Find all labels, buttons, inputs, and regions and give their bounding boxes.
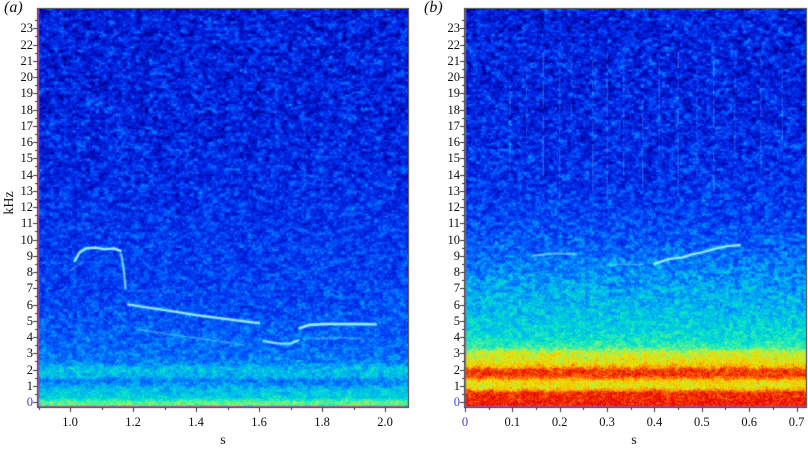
y-tick-label-a: 18 [20, 102, 34, 117]
x-tick-label-a: 2.0 [377, 415, 393, 429]
x-tick-label-b: 0.4 [646, 415, 663, 429]
y-tick-label-b: 9 [453, 248, 460, 263]
y-tick-label-b: 5 [453, 313, 460, 328]
y-tick-label-a: 9 [26, 248, 33, 263]
y-tick-label-b: 18 [447, 102, 461, 117]
y-tick-label-a: 16 [20, 135, 34, 149]
y-tick-label-b: 7 [453, 281, 460, 296]
spectrogram-panel-b [465, 9, 806, 407]
x-tick-label-b: 0.5 [693, 415, 710, 429]
y-tick-label-b: 15 [447, 151, 461, 166]
y-tick-label-b: 21 [447, 53, 461, 68]
y-tick-label-a: 2 [26, 362, 33, 377]
y-tick-label-b: 10 [447, 232, 461, 247]
y-tick-label-a: 4 [26, 330, 33, 344]
y-tick-label-b: 0 [453, 395, 460, 409]
y-tick-label-b: 17 [447, 118, 461, 133]
x-tick-label-a: 1.2 [125, 415, 141, 429]
spectrogram-panel-a [38, 9, 408, 407]
x-axis-label-s-panel-a: s [220, 433, 226, 448]
x-tick-label-a: 1.6 [251, 415, 267, 429]
y-tick-label-b: 14 [447, 167, 461, 182]
y-tick-label-b: 13 [447, 183, 461, 198]
y-tick-label-b: 3 [453, 346, 460, 361]
y-tick-label-a: 15 [20, 151, 34, 166]
y-tick-label-b: 6 [453, 297, 460, 312]
y-tick-label-a: 10 [20, 232, 34, 247]
y-tick-label-a: 22 [20, 37, 34, 52]
y-tick-label-a: 1 [26, 378, 33, 393]
y-tick-label-b: 19 [447, 86, 461, 101]
x-tick-label-b: 0.2 [551, 415, 568, 429]
y-tick-label-a: 11 [20, 216, 33, 231]
y-tick-label-b: 11 [447, 216, 460, 231]
x-tick-label-b: 0.7 [788, 415, 805, 429]
y-tick-label-a: 20 [20, 70, 34, 84]
y-tick-label-a: 14 [20, 167, 34, 182]
y-tick-label-b: 2 [453, 362, 460, 377]
y-tick-label-a: 13 [20, 183, 34, 198]
y-tick-label-a: 3 [26, 346, 33, 361]
y-tick-label-b: 12 [447, 200, 461, 214]
x-tick-label-b: 0.6 [741, 415, 757, 429]
y-tick-label-b: 20 [447, 70, 461, 84]
y-tick-label-a: 8 [26, 265, 33, 279]
y-tick-label-a: 6 [26, 297, 33, 312]
y-tick-label-b: 1 [453, 378, 460, 393]
panel-b-label: (b) [424, 0, 443, 16]
panel-a-label: (a) [4, 0, 23, 16]
y-tick-label-b: 8 [453, 265, 460, 279]
y-tick-label-a: 12 [20, 200, 34, 214]
y-tick-label-a: 5 [26, 313, 33, 328]
y-tick-label-a: 7 [26, 281, 33, 296]
y-tick-label-a: 17 [20, 118, 34, 133]
y-tick-label-a: 0 [26, 395, 33, 409]
x-tick-label-b: 0.3 [599, 415, 615, 429]
x-axis-label-s-panel-b: s [631, 433, 637, 448]
y-tick-label-a: 23 [20, 21, 34, 36]
x-tick-label-a: 1.8 [314, 415, 330, 429]
y-tick-label-b: 16 [447, 135, 461, 149]
y-tick-label-b: 22 [447, 37, 461, 52]
x-tick-label-a: 1.4 [188, 415, 204, 429]
y-tick-label-a: 21 [20, 53, 34, 68]
x-tick-label-b: 0.1 [504, 415, 521, 429]
y-tick-label-b: 23 [447, 21, 461, 36]
x-tick-label-a: 1.0 [62, 415, 78, 429]
y-tick-label-b: 4 [453, 330, 460, 344]
x-tick-label-b: 0 [461, 415, 469, 429]
y-tick-label-a: 19 [20, 86, 34, 101]
